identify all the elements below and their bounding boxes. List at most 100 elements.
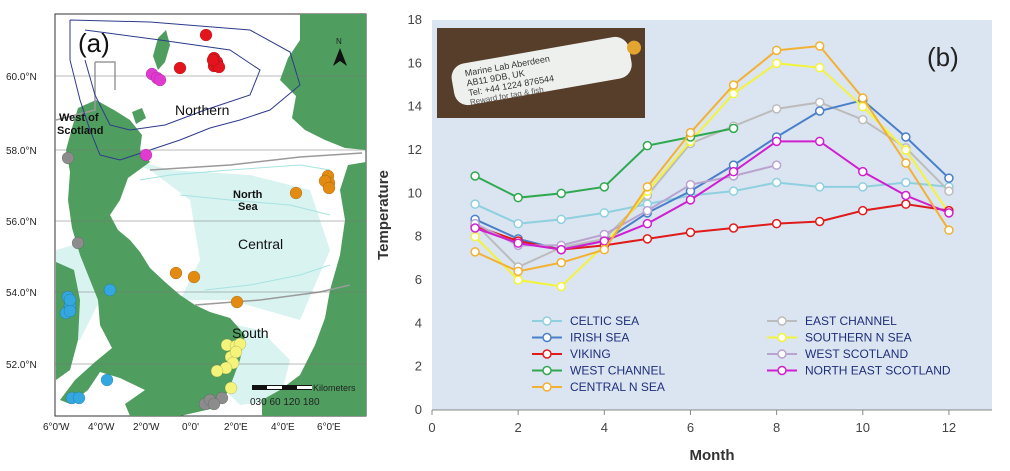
data-point — [901, 132, 911, 142]
legend-item: EAST CHANNEL — [767, 314, 897, 328]
data-point — [771, 160, 782, 170]
data-point — [685, 127, 696, 138]
data-point — [901, 158, 911, 168]
shallow-water — [100, 150, 330, 320]
legend-label: WEST CHANNEL — [570, 364, 665, 378]
data-point — [642, 234, 653, 244]
legend-item: WEST CHANNEL — [532, 364, 665, 378]
data-point — [513, 218, 523, 229]
legend-label: NORTH EAST SCOTLAND — [805, 364, 951, 378]
y-tick-label: 12 — [408, 142, 422, 157]
tag-release-dot — [173, 61, 187, 75]
x-tick-label: 6 — [687, 420, 694, 435]
tag-release-dot — [71, 236, 85, 250]
land-shetland — [153, 30, 170, 70]
region-label-central: Central — [238, 236, 283, 252]
data-point — [814, 62, 825, 73]
legend-swatch-marker — [542, 316, 552, 326]
data-point — [728, 166, 739, 177]
tag-release-dot — [210, 364, 224, 378]
coastal-contour — [139, 164, 331, 181]
legend-label: CENTRAL N SEA — [570, 380, 665, 394]
temperature-chart: 0 2 4 6 8 10 12 14 16 18 0 2 4 6 8 10 12 Month Temperature… — [375, 12, 992, 464]
data-point — [944, 225, 954, 235]
tag-release-dot — [63, 293, 77, 307]
data-point — [599, 236, 610, 246]
map-panel: (a) N Northern West of Scotland North Se… — [0, 0, 372, 466]
y-tick-label: 2 — [415, 359, 422, 374]
land-continental-europe — [262, 162, 366, 416]
data-point — [944, 186, 954, 196]
legend-label: VIKING — [570, 347, 611, 361]
tag-release-dot — [289, 186, 303, 200]
coastal-contour — [204, 264, 331, 291]
data-point — [470, 171, 480, 181]
lon-label: 6°0'W — [43, 422, 70, 433]
boundary-west — [55, 62, 96, 121]
lon-label: 4°0'W — [88, 422, 115, 433]
boundary-central-south — [194, 284, 351, 306]
data-point — [771, 218, 782, 229]
data-point — [814, 97, 825, 108]
y-tick-label: 4 — [415, 315, 422, 330]
legend-swatch-marker — [777, 365, 787, 376]
data-point — [771, 136, 782, 147]
chart-legend: CELTIC SEA EAST CHANNEL IRISH SEA SOUTHERN … — [532, 314, 951, 394]
depth-contour — [84, 29, 261, 131]
lat-label: 52.0°N — [6, 360, 37, 371]
data-point — [858, 182, 868, 192]
data-point — [642, 205, 653, 216]
data-point — [685, 227, 696, 238]
boundary-northern-central — [149, 152, 363, 171]
x-tick-label: 4 — [601, 420, 608, 435]
legend-item: IRISH SEA — [532, 331, 629, 345]
data-point — [642, 218, 653, 229]
data-point — [556, 281, 566, 292]
x-tick-label: 8 — [773, 420, 780, 435]
series-line — [474, 181, 950, 225]
lat-label: 58.0°N — [6, 146, 37, 157]
tag-release-dot — [224, 381, 238, 395]
lon-label: 4°0'E — [271, 422, 295, 433]
data-point — [470, 199, 480, 209]
region-label-west-line2: Scotland — [57, 125, 103, 137]
data-point — [685, 195, 696, 205]
y-tick-label: 18 — [408, 12, 422, 27]
tag-release-dot — [207, 397, 221, 411]
series-line — [474, 62, 950, 288]
data-point — [728, 186, 739, 196]
legend-label: WEST SCOTLAND — [805, 347, 908, 361]
x-axis-title: Month — [690, 447, 735, 464]
y-tick-label: 0 — [415, 402, 422, 417]
legend-item: SOUTHERN N SEA — [767, 331, 912, 345]
scale-unit: Kilometers — [313, 383, 356, 393]
map-inner — [55, 14, 366, 416]
series-line — [474, 44, 950, 273]
tag-release-dot — [169, 266, 183, 280]
land-ireland — [56, 262, 80, 380]
tag-release-dot — [322, 181, 336, 195]
data-point — [858, 205, 868, 216]
lon-label: 6°0'E — [317, 422, 341, 433]
series-line — [474, 140, 950, 251]
tag-release-dot — [103, 283, 117, 297]
legend-item: CENTRAL N SEA — [532, 380, 665, 394]
x-tick-label: 12 — [942, 420, 956, 435]
x-tick-label: 10 — [856, 420, 870, 435]
data-point — [814, 216, 825, 227]
data-point — [858, 114, 868, 125]
tag-release-dot — [139, 148, 153, 162]
legend-swatch-marker — [542, 349, 552, 359]
data-point — [858, 166, 868, 177]
legend-swatch-marker — [777, 316, 787, 326]
tag-release-dot — [100, 373, 114, 387]
data-point — [944, 208, 954, 218]
region-label-northern: Northern — [175, 102, 229, 118]
scale-bar: Kilometers 030 60 120 180 — [250, 383, 356, 408]
data-point — [771, 104, 782, 114]
x-tick-label: 0 — [428, 420, 435, 435]
tag-release-dot — [229, 345, 243, 359]
panel-label-a: (a) — [78, 28, 110, 58]
data-point — [556, 214, 566, 225]
legend-swatch-marker — [777, 349, 787, 359]
